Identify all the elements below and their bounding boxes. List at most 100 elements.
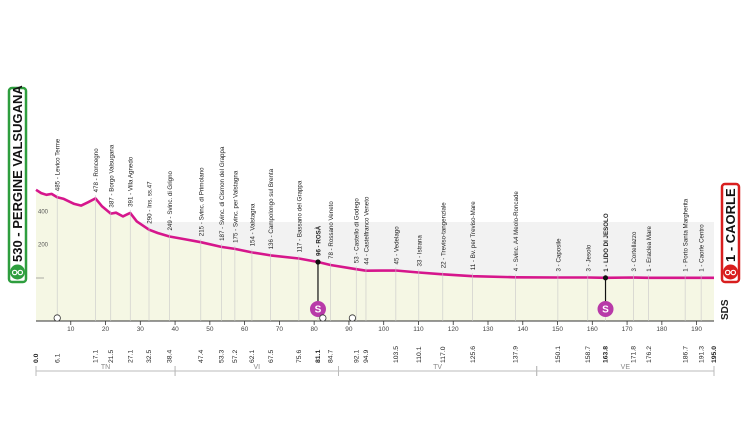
waypoint-label: 117 - Bassano del Grappa <box>296 180 303 252</box>
waypoint-km-label: 92.1 <box>353 350 360 363</box>
waypoint-km-label: 47.4 <box>198 350 205 363</box>
x-tick-label: 130 <box>483 326 494 333</box>
waypoint-km-label: 110.1 <box>416 346 423 363</box>
waypoint-km-label: 38.4 <box>167 350 174 363</box>
x-tick-label: 70 <box>276 326 284 333</box>
waypoint-km-label: 27.1 <box>127 350 134 363</box>
waypoint-km-label: 32.5 <box>146 350 153 363</box>
y-tick-label: 200 <box>38 243 49 249</box>
feed-zone-icon <box>53 314 61 322</box>
sprint-symbol: S <box>315 305 322 316</box>
waypoint-label: 215 - Svinc. di Primolano <box>198 167 205 236</box>
waypoint-label: 1 - Porto Santa Margherita <box>683 198 690 271</box>
waypoint-label: 485 - Levico Terme <box>55 138 62 191</box>
sprint-badge <box>597 301 614 317</box>
x-tick-label: 170 <box>622 326 633 333</box>
x-tick-label: 80 <box>311 326 319 333</box>
waypoint-label: 11 - Bv. per Treviso-Mare <box>470 201 477 270</box>
waypoint-label: 391 - Villa Agnedo <box>128 156 135 207</box>
waypoint-label: 78 - Rossano Veneto <box>328 201 335 259</box>
waypoint-label: 187 - Svinc. di Cismon del Grappa <box>219 146 226 241</box>
x-tick-label: 140 <box>517 326 528 333</box>
start-banner: 530 - PERGINE VALSUGANA <box>7 85 28 284</box>
waypoint-label: 53 - Castello di Godego <box>354 198 361 264</box>
x-tick-label: 50 <box>206 326 214 333</box>
finish-banner: 1 - CAORLE <box>720 182 741 284</box>
sprint-dot <box>315 259 321 265</box>
waypoint-km-label: 158.7 <box>585 346 592 363</box>
waypoint-label: 1 - Eraclea Mare <box>646 226 653 272</box>
x-tick-label: 40 <box>171 326 179 333</box>
waypoint-label: 136 - Campolongo sul Brenta <box>268 168 275 249</box>
finish-banner-box <box>720 182 741 284</box>
finish-label: 1 - CAORLE <box>723 188 738 262</box>
x-tick-label: 20 <box>102 326 110 333</box>
x-tick-label: 120 <box>448 326 459 333</box>
waypoint-label: 3 - Cortellazzo <box>631 231 638 271</box>
x-tick-label: 110 <box>413 326 424 333</box>
waypoint-label: 175 - Svinc. per Valstagna <box>232 170 239 243</box>
waypoint-label: 3 - Caposile <box>555 238 562 272</box>
x-tick-label: 190 <box>691 326 702 333</box>
waypoint-km-label: 186.7 <box>682 346 689 363</box>
waypoint-label: 290 - Ins. ss.47 <box>147 181 154 224</box>
waypoint-km-label: 6.1 <box>54 353 61 363</box>
waypoint-km-label: 150.1 <box>555 346 562 363</box>
waypoint-km-label: 163.8 <box>603 346 610 363</box>
waypoint-label: 3 - Jesolo <box>585 244 592 271</box>
y-tick-label: 400 <box>38 209 49 215</box>
elevation-fill <box>36 189 714 321</box>
waypoint-km-label: 67.5 <box>268 350 275 363</box>
waypoint-km-label: 117.0 <box>440 346 447 363</box>
waypoint-km-label: 53.3 <box>219 350 226 363</box>
waypoint-label: 45 - Vedelago <box>393 226 400 265</box>
waypoint-labels: 485 - Levico Terme 6.1 478 - Roncegno 17.1 3… <box>33 138 718 363</box>
waypoint-label: 4 - Svinc. A4 Meolo-Roncade <box>513 191 520 272</box>
waypoint-label: 387 - Borgo Valsugana <box>108 144 115 207</box>
waypoint-label: 22 - Treviso-tangenziale <box>440 202 447 269</box>
waypoint-km-label: 171.8 <box>631 346 638 363</box>
waypoint-km-label: 176.2 <box>646 346 653 363</box>
sprint-dot <box>602 275 609 281</box>
waypoint-km-label: 103.5 <box>393 346 400 363</box>
x-tick-label: 30 <box>137 326 145 333</box>
waypoint-label: 154 - Valstagna <box>249 203 256 246</box>
waypoint-km-label: 191.3 <box>698 346 705 363</box>
waypoint-label: 96 - ROSÀ <box>316 225 323 256</box>
x-tick-label: 150 <box>552 326 563 333</box>
waypoint-km-label: 137.9 <box>513 346 520 363</box>
feed-zone-icon <box>348 314 356 322</box>
waypoint-km-label: 195.0 <box>711 346 718 363</box>
x-axis: 10 20 30 40 50 60 70 80 90 100 110 120 130 140 150 160 1… <box>36 320 714 333</box>
waypoint-label: 478 - Roncegno <box>93 148 100 193</box>
finish-flag-icon <box>723 264 738 280</box>
sds-logo: SDS <box>720 299 731 320</box>
waypoint-km-label: 75.6 <box>296 350 303 363</box>
waypoint-km-label: 21.5 <box>108 350 115 363</box>
y-axis: 200 400 <box>36 209 49 279</box>
region-label: VE <box>621 364 631 371</box>
sprint-symbol: S <box>602 305 609 316</box>
waypoint-km-label: 81.1 <box>315 350 322 363</box>
waypoint-label: 44 - Castelfranco Veneto <box>364 196 371 265</box>
start-flag-icon <box>10 264 25 280</box>
waypoint-label: 1 - Caorle Centro <box>699 224 706 272</box>
x-tick-label: 180 <box>656 326 667 333</box>
waypoint-km-label: 94.9 <box>363 350 370 363</box>
region-label: VI <box>253 364 260 371</box>
waypoint-label: 249 - Svinc. di Grigno <box>167 170 174 230</box>
waypoint-km-label: 0.0 <box>33 353 40 363</box>
waypoint-km-label: 57.2 <box>232 350 239 363</box>
x-tick-label: 90 <box>345 326 353 333</box>
x-tick-label: 60 <box>241 326 249 333</box>
x-tick-label: 10 <box>67 326 75 333</box>
start-banner-box <box>7 86 28 284</box>
sprint-badge <box>309 301 326 317</box>
region-label: TV <box>433 364 442 371</box>
waypoint-km-label: 84.7 <box>328 350 335 363</box>
region-bar: TN VI TV VE <box>35 364 715 376</box>
x-tick-label: 160 <box>587 326 598 333</box>
waypoint-km-label: 62.1 <box>249 350 256 363</box>
